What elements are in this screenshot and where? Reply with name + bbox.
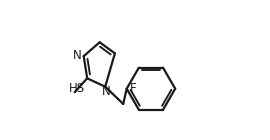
Text: F: F <box>130 82 137 95</box>
Text: N: N <box>73 49 82 62</box>
Text: HS: HS <box>69 81 85 94</box>
Text: N: N <box>102 85 111 98</box>
